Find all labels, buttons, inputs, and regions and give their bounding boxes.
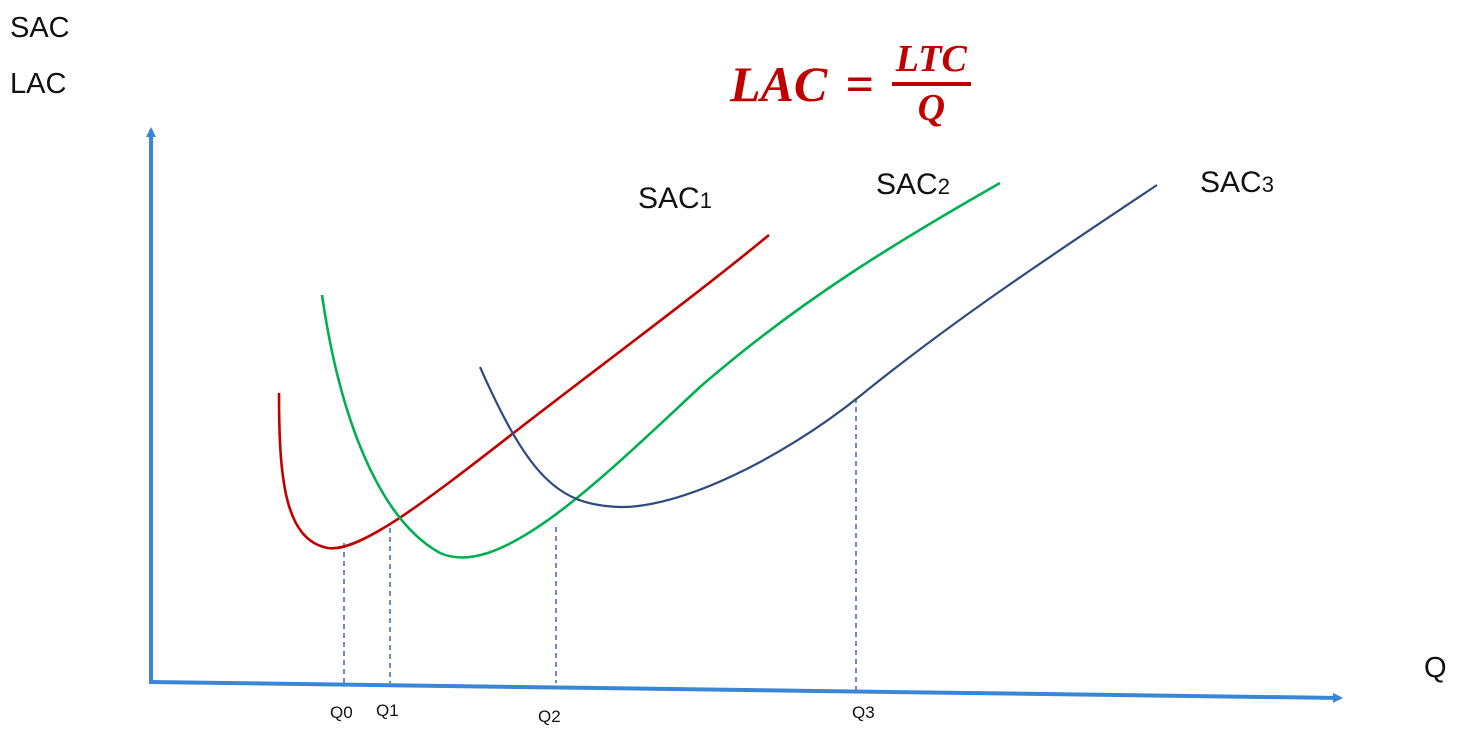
x-axis-label-q: Q [1424,652,1447,684]
sac1-label-base: SAC [638,182,700,215]
formula-denominator: Q [917,86,946,129]
x-axis [148,680,1343,703]
tick-q3: Q3 [852,703,875,722]
sac1-curve [277,233,770,550]
tick-q0: Q0 [330,703,353,722]
sac3-label-sub: 3 [1261,172,1274,197]
sac2-curve [320,181,1001,559]
lac-formula: LAC = LTC Q [730,38,971,129]
y-axis-label-sac: SAC [10,12,70,44]
sac1-label-sub: 1 [699,188,712,213]
tick-q1: Q1 [376,701,399,720]
formula-fraction: LTC Q [891,38,971,129]
fraction-bar [891,81,971,86]
tick-q2: Q2 [538,707,561,726]
sac3-label-base: SAC [1200,166,1262,199]
sac2-label-base: SAC [876,168,938,201]
sac3-curve [478,184,1158,509]
sac3-label: SAC3 [1200,166,1274,200]
y-axis-label-lac: LAC [10,68,67,100]
sac2-label-sub: 2 [937,174,950,199]
sac2-label: SAC2 [876,168,950,202]
formula-lhs: LAC [730,56,828,113]
sac1-label: SAC1 [638,182,712,216]
formula-numerator: LTC [895,38,967,80]
formula-equals: = [845,56,874,113]
